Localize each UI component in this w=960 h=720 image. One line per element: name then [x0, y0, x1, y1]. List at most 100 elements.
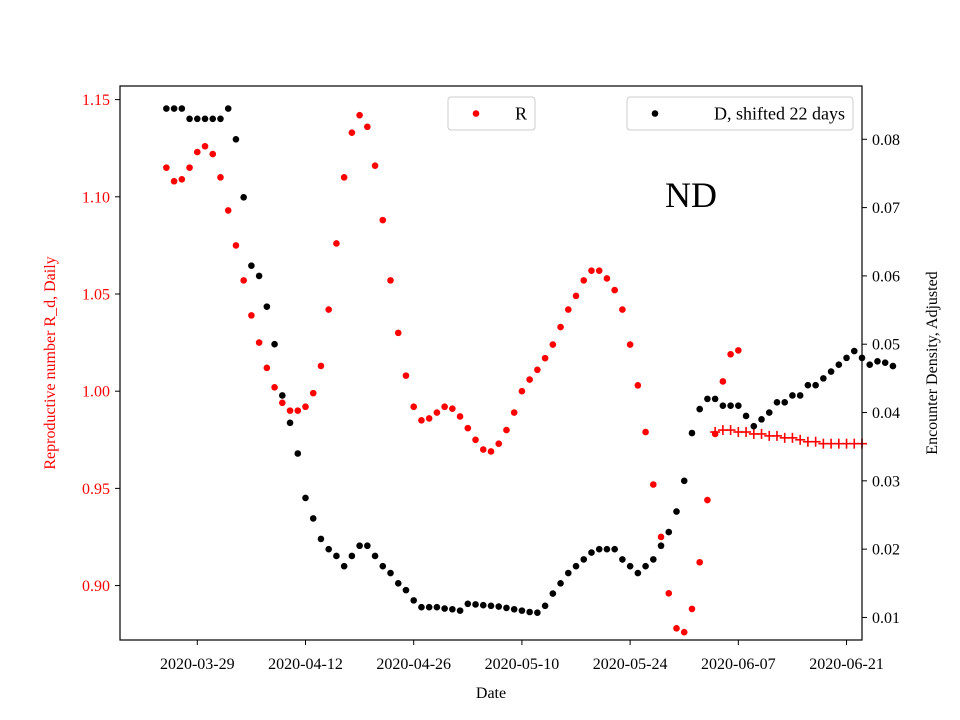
x-tick-label: 2020-04-26 — [376, 656, 451, 673]
r-series-point — [309, 389, 317, 397]
r-series-point — [526, 376, 533, 383]
r-series-point — [619, 306, 626, 313]
r-series-point — [433, 409, 441, 416]
d-series-point — [765, 409, 773, 416]
d-series-point — [240, 194, 247, 201]
r-series-point — [425, 415, 433, 422]
d-series-point — [317, 535, 325, 543]
r-series-point — [364, 123, 371, 131]
plot-frame — [119, 85, 863, 641]
r-series-point — [595, 267, 603, 274]
d-series-point — [742, 412, 750, 420]
d-series-point — [526, 608, 533, 616]
r-series-point — [356, 111, 363, 119]
x-axis-title: Date — [476, 685, 506, 702]
d-series-point — [186, 115, 193, 123]
r-series-point — [634, 382, 642, 389]
r-series-point — [735, 347, 742, 354]
r-series-point — [688, 605, 696, 613]
r-series-point — [441, 403, 448, 411]
right-y-tick-label: 0.03 — [872, 473, 900, 490]
r-series-point — [541, 354, 549, 362]
r-series-point — [418, 417, 425, 424]
d-series-point — [433, 603, 441, 611]
r-series-point — [302, 403, 309, 411]
r-series-point — [518, 387, 526, 395]
d-series-point — [348, 552, 356, 560]
r-series-point — [572, 292, 580, 300]
d-series-point — [425, 603, 433, 611]
r-series-point — [580, 277, 588, 284]
d-series-point — [704, 395, 711, 403]
r-series-point — [673, 625, 680, 632]
forecast-point — [741, 427, 752, 438]
r-series-point — [696, 558, 703, 566]
r-series-point — [680, 628, 688, 636]
right-y-tick-label: 0.08 — [872, 132, 900, 149]
d-series-point — [572, 562, 580, 570]
forecast-point — [795, 434, 806, 445]
d-series-point — [673, 508, 680, 515]
d-series-point — [232, 135, 240, 143]
r-series-point — [186, 164, 193, 171]
legend-label: R — [515, 104, 527, 124]
d-series-point — [356, 542, 363, 550]
d-series-point — [580, 556, 588, 563]
state-annotation: ND — [665, 175, 717, 215]
r-series-point — [456, 413, 464, 420]
left-y-tick-label: 0.90 — [82, 578, 110, 595]
r-series-point — [263, 364, 271, 372]
r-series-point — [325, 306, 332, 313]
r-series-point — [394, 329, 402, 337]
d-series-point — [503, 604, 510, 612]
r-series-point — [279, 399, 286, 407]
d-series-point — [224, 105, 232, 112]
r-series-point — [487, 448, 495, 455]
r-series-point — [348, 129, 356, 136]
d-series-point — [495, 603, 503, 610]
d-series-point — [595, 545, 603, 553]
left-axis-title: Reproductive number R_d, Daily — [42, 256, 59, 469]
r-series-point — [410, 403, 418, 411]
d-series-point — [472, 601, 479, 608]
x-tick-label: 2020-06-07 — [701, 656, 776, 673]
d-series-point — [271, 340, 278, 348]
r-series-point — [232, 242, 240, 249]
d-series-point — [364, 542, 371, 550]
r-series-point — [464, 424, 472, 432]
d-series-point — [325, 545, 332, 553]
r-series-point — [271, 383, 278, 391]
d-series-point — [163, 105, 170, 112]
d-series-point — [680, 477, 688, 485]
right-y-tick-label: 0.06 — [872, 268, 900, 285]
r-series-point — [248, 312, 255, 319]
r-series-point — [255, 339, 263, 346]
x-tick-label: 2020-06-21 — [809, 656, 884, 673]
right-y-tick-label: 0.05 — [872, 337, 900, 354]
r-series-point — [503, 426, 510, 434]
legend-frame — [447, 96, 536, 131]
d-series-point — [642, 562, 649, 570]
r-series-point — [449, 405, 456, 412]
r-series-point — [557, 323, 564, 331]
left-y-tick-label: 1.05 — [82, 286, 110, 303]
r-series-point — [534, 366, 541, 374]
right-y-tick-label: 0.07 — [872, 200, 900, 217]
r-series-point — [657, 533, 665, 541]
d-series-point — [201, 115, 209, 123]
r-series-point — [178, 176, 186, 183]
d-series-point — [534, 609, 541, 616]
legend-label: D, shifted 22 days — [714, 104, 845, 124]
d-series-point — [487, 602, 495, 610]
r-series-point — [217, 174, 224, 181]
d-series-point — [510, 605, 518, 613]
d-series-point — [518, 607, 526, 614]
d-series-point — [541, 602, 549, 610]
legend-marker — [472, 110, 480, 117]
r-series-point — [495, 440, 503, 447]
r-series-point — [170, 177, 178, 185]
d-series-point — [394, 580, 402, 587]
legend-d: D, shifted 22 days — [626, 96, 854, 131]
d-series-point — [719, 402, 727, 409]
